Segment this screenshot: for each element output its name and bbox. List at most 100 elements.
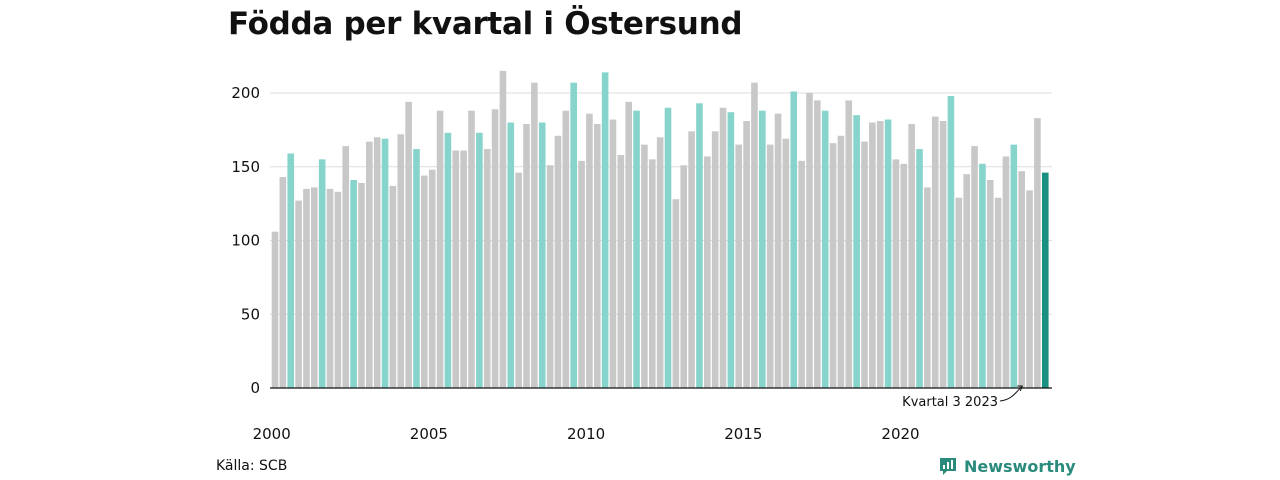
bar <box>766 144 774 388</box>
bar <box>271 231 279 388</box>
bar <box>821 110 829 388</box>
bar <box>994 197 1002 388</box>
newsworthy-logo-icon <box>940 458 956 475</box>
bar <box>790 91 798 389</box>
bar <box>609 119 617 389</box>
bar <box>476 132 483 388</box>
bar <box>931 116 939 388</box>
bar <box>939 121 947 389</box>
brand-name: Newsworthy <box>964 456 1076 476</box>
bar <box>884 119 892 389</box>
y-tick-label: 200 <box>231 84 260 102</box>
axes: 0 50 100 150 200 2000 2005 2010 2015 2020 Kvartal … <box>231 84 1052 443</box>
bar <box>625 101 632 388</box>
bar <box>704 156 711 388</box>
bar <box>342 146 350 388</box>
bar <box>586 113 593 389</box>
bar <box>444 132 452 388</box>
bar <box>397 134 405 388</box>
x-tick-label: 2010 <box>567 425 605 443</box>
bar <box>436 110 444 388</box>
bar <box>499 70 507 389</box>
bar <box>318 159 326 389</box>
bar <box>664 107 672 388</box>
bar <box>672 199 680 388</box>
bar <box>303 188 310 389</box>
brand-logo-link[interactable]: Newsworthy <box>938 456 1076 476</box>
bar <box>711 131 719 388</box>
bar <box>1041 172 1049 388</box>
bar <box>546 165 554 388</box>
bar <box>743 121 750 389</box>
bar <box>688 131 695 388</box>
bar <box>971 146 978 388</box>
bar <box>829 143 837 388</box>
bar <box>373 137 381 388</box>
bar <box>531 82 538 389</box>
bar <box>986 180 994 388</box>
bar <box>641 144 648 388</box>
bar <box>1026 190 1033 388</box>
bar <box>869 122 876 388</box>
bar <box>680 165 688 388</box>
bar <box>656 137 664 388</box>
bar <box>562 110 570 388</box>
bar <box>334 191 342 388</box>
bar <box>358 182 365 388</box>
bar <box>806 93 813 388</box>
bar <box>1034 118 1041 388</box>
bar <box>759 110 766 388</box>
y-tick-label: 0 <box>250 379 260 397</box>
bar <box>578 160 585 388</box>
bar <box>507 122 515 388</box>
latest-quarter-annotation: Kvartal 3 2023 <box>902 395 998 410</box>
bar <box>892 159 900 389</box>
bar <box>916 149 923 388</box>
bar <box>389 185 397 388</box>
bar <box>1010 144 1018 388</box>
bar <box>515 172 522 388</box>
bar <box>381 138 389 388</box>
x-tick-label: 2015 <box>724 425 762 443</box>
bar <box>900 163 908 388</box>
bar <box>1002 156 1010 388</box>
x-tick-label: 2005 <box>410 425 448 443</box>
bar <box>421 175 428 388</box>
bar <box>798 160 805 388</box>
bar <box>428 169 436 388</box>
bar <box>908 123 915 388</box>
bar <box>774 113 782 389</box>
bar <box>366 141 373 388</box>
bar <box>617 154 625 388</box>
bar <box>460 150 467 388</box>
y-tick-label: 100 <box>231 232 260 250</box>
bar <box>924 187 931 388</box>
y-tick-label: 50 <box>241 305 260 323</box>
bar <box>876 121 884 389</box>
bar <box>735 144 743 388</box>
bar <box>601 72 609 388</box>
bar <box>853 115 860 389</box>
bar <box>554 135 562 388</box>
bar <box>326 188 334 389</box>
source-note: Källa: SCB <box>216 458 288 474</box>
bar <box>538 122 546 388</box>
bar <box>947 95 955 388</box>
bar <box>405 101 412 388</box>
bar <box>295 200 302 388</box>
bar <box>648 159 656 389</box>
bar <box>311 187 318 388</box>
bar <box>350 180 357 388</box>
bar <box>452 150 460 388</box>
bar <box>696 103 703 388</box>
bar <box>837 135 845 388</box>
bar <box>963 174 970 389</box>
bar <box>782 138 790 388</box>
bar <box>845 100 853 389</box>
bar <box>727 112 735 389</box>
bars <box>271 70 1049 389</box>
bar <box>413 149 420 388</box>
annotation-arrow <box>999 386 1022 402</box>
bar <box>633 110 640 388</box>
